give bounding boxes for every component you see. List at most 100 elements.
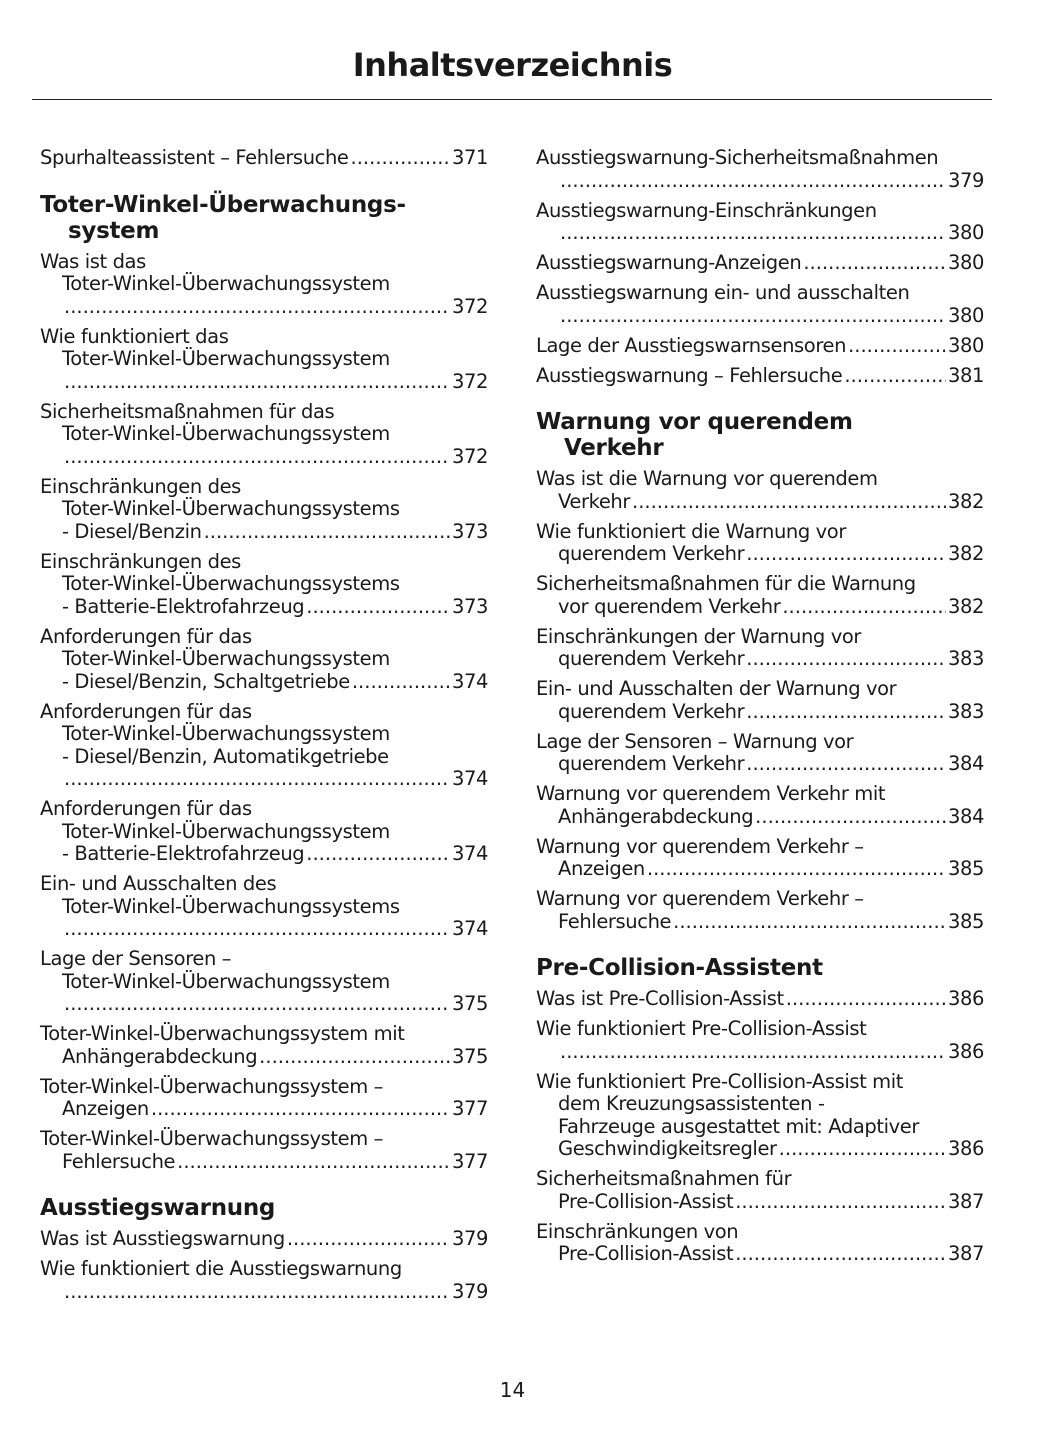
toc-entry[interactable]: Wie funktioniert die Ausstiegswarnung 379 <box>40 1257 488 1304</box>
toc-entry[interactable]: Warnung vor querendem Verkehr mit Anhänge… <box>536 782 984 828</box>
toc-entry[interactable]: Lage der Sensoren – Warnung vor querendem… <box>536 730 984 776</box>
toc-entry[interactable]: Einschränkungen des Toter-Winkel-Überwach… <box>40 550 488 619</box>
toc-entry[interactable]: Spurhalteassistent – Fehlersuche 371 <box>40 146 488 170</box>
dot-leader <box>746 701 946 724</box>
toc-entry[interactable]: Warnung vor querendem Verkehr – Fehlersuc… <box>536 887 984 934</box>
toc-entry[interactable]: Toter-Winkel-Überwachungssystem mit Anhän… <box>40 1022 488 1068</box>
toc-entry[interactable]: Ein- und Ausschalten der Warnung vor quer… <box>536 677 984 724</box>
toc-entry[interactable]: Lage der Ausstiegswarnsensoren 380 <box>536 333 984 358</box>
toc-page-number[interactable]: 380 <box>947 333 984 357</box>
toc-entry-line: Was ist Ausstiegswarnung 379 <box>40 1227 488 1251</box>
toc-page-number[interactable]: 371 <box>451 146 488 169</box>
toc-entry-line: Fehlersuche 385 <box>536 909 984 934</box>
toc-page-number[interactable]: 382 <box>947 542 984 565</box>
toc-page-number[interactable]: 382 <box>947 594 984 618</box>
dot-leader <box>352 671 450 694</box>
dot-leader <box>64 768 450 791</box>
toc-entry-line: 372 <box>40 369 488 394</box>
toc-entry[interactable]: Ausstiegswarnung-Sicherheitsmaßnahmen 379 <box>536 146 984 192</box>
toc-page-number[interactable]: 380 <box>947 251 984 274</box>
toc-entry[interactable]: Sicherheitsmaßnahmen für Pre-Collision-As… <box>536 1167 984 1214</box>
toc-entry[interactable]: Toter-Winkel-Überwachungssystem – Fehlers… <box>40 1127 488 1173</box>
toc-entry[interactable]: Einschränkungen der Warnung vor querendem… <box>536 624 984 671</box>
toc-page-number[interactable]: 381 <box>947 363 984 387</box>
toc-entry[interactable]: Ausstiegswarnung-Anzeigen 380 <box>536 251 984 275</box>
toc-page-number[interactable]: 379 <box>947 168 984 192</box>
toc-page-number[interactable]: 380 <box>947 221 984 244</box>
toc-entry-line: 379 <box>40 1279 488 1304</box>
dot-leader <box>746 543 946 566</box>
toc-page-number[interactable]: 377 <box>451 1149 488 1173</box>
toc-entry[interactable]: Wie funktioniert Pre-Collision-Assist mi… <box>536 1070 984 1161</box>
toc-page-number[interactable]: 380 <box>947 303 984 327</box>
toc-entry[interactable]: Lage der Sensoren – Toter-Winkel-Überwach… <box>40 947 488 1016</box>
toc-entry[interactable]: Ausstiegswarnung-Einschränkungen 380 <box>536 199 984 245</box>
toc-page-number[interactable]: 383 <box>947 699 984 723</box>
toc-entry[interactable]: Was ist das Toter-Winkel-Überwachungssyst… <box>40 250 488 319</box>
section-heading-line: system <box>68 217 160 244</box>
toc-entry[interactable]: Was ist Ausstiegswarnung 379 <box>40 1227 488 1251</box>
toc-entry-line: dem Kreuzungsassistenten - <box>558 1092 825 1115</box>
toc-entry-line: Spurhalteassistent – Fehlersuche 371 <box>40 146 488 170</box>
toc-page-number[interactable]: 386 <box>947 1039 984 1063</box>
toc-entry-line: Einschränkungen der Warnung vor <box>536 624 861 648</box>
toc-page-number[interactable]: 387 <box>947 1242 984 1265</box>
toc-page-number[interactable]: 373 <box>451 594 488 618</box>
toc-entry[interactable]: Wie funktioniert die Warnung vor querende… <box>536 520 984 566</box>
dot-leader <box>848 335 946 358</box>
toc-entry[interactable]: Anforderungen für das Toter-Winkel-Überwa… <box>40 797 488 866</box>
toc-page-number[interactable]: 379 <box>451 1227 488 1250</box>
toc-entry[interactable]: Einschränkungen des Toter-Winkel-Überwach… <box>40 475 488 544</box>
toc-page-number[interactable]: 383 <box>947 647 984 670</box>
toc-entry[interactable]: Anforderungen für das Toter-Winkel-Überwa… <box>40 700 488 791</box>
dot-leader <box>735 1191 946 1214</box>
toc-entry-text: Fehlersuche <box>558 909 672 933</box>
toc-entry[interactable]: Toter-Winkel-Überwachungssystem – Anzeige… <box>40 1075 488 1121</box>
toc-page-number[interactable]: 379 <box>451 1279 488 1303</box>
toc-page-number[interactable]: 384 <box>947 804 984 828</box>
dot-leader <box>560 305 946 328</box>
toc-entry-text: Pre-Collision-Assist <box>558 1189 734 1213</box>
toc-entry-line: Wie funktioniert die Ausstiegswarnung <box>40 1257 402 1280</box>
toc-page-number[interactable]: 373 <box>451 519 488 543</box>
toc-entry[interactable]: Wie funktioniert das Toter-Winkel-Überwac… <box>40 324 488 394</box>
toc-entry-line: Wie funktioniert das <box>40 324 229 348</box>
toc-page-number[interactable]: 372 <box>451 369 488 393</box>
toc-entry[interactable]: Sicherheitsmaßnahmen für die Warnung vor … <box>536 572 984 618</box>
dot-leader <box>306 843 450 866</box>
toc-page-number[interactable]: 386 <box>947 987 984 1010</box>
toc-entry[interactable]: Was ist Pre-Collision-Assist 386 <box>536 987 984 1011</box>
toc-page-number[interactable]: 385 <box>947 909 984 933</box>
dot-leader <box>64 918 450 941</box>
toc-page-number[interactable]: 375 <box>451 992 488 1015</box>
toc-page-number[interactable]: 374 <box>451 842 488 865</box>
toc-entry[interactable]: Ausstiegswarnung – Fehlersuche 381 <box>536 363 984 388</box>
toc-page-number[interactable]: 372 <box>451 444 488 468</box>
toc-page-number[interactable]: 385 <box>947 857 984 880</box>
toc-page-number[interactable]: 372 <box>451 294 488 318</box>
toc-page-number[interactable]: 374 <box>451 917 488 940</box>
toc-entry[interactable]: Ein- und Ausschalten des Toter-Winkel-Übe… <box>40 872 488 941</box>
toc-page-number[interactable]: 374 <box>451 669 488 693</box>
toc-entry-line: Was ist Pre-Collision-Assist 386 <box>536 987 984 1011</box>
toc-entry-line: Toter-Winkel-Überwachungssystem <box>62 969 390 993</box>
toc-entry[interactable]: Anforderungen für das Toter-Winkel-Überwa… <box>40 625 488 694</box>
toc-entry[interactable]: Wie funktioniert Pre-Collision-Assist 386 <box>536 1017 984 1063</box>
toc-entry[interactable]: Sicherheitsmaßnahmen für das Toter-Winkel… <box>40 400 488 469</box>
toc-page-number[interactable]: 382 <box>947 489 984 513</box>
toc-page-number[interactable]: 375 <box>451 1044 488 1068</box>
toc-page-number[interactable]: 386 <box>947 1137 984 1160</box>
toc-page-number[interactable]: 384 <box>947 752 984 775</box>
toc-entry-line: - Batterie-Elektrofahrzeug 374 <box>40 842 488 866</box>
dot-leader <box>560 222 946 245</box>
toc-entry[interactable]: Warnung vor querendem Verkehr –Anzeigen 3… <box>536 835 984 881</box>
toc-entry[interactable]: Was ist die Warnung vor querendem Verkehr… <box>536 467 984 513</box>
toc-entry-text: - Batterie-Elektrofahrzeug <box>62 842 305 865</box>
toc-entry[interactable]: Ausstiegswarnung ein- und ausschalten 380 <box>536 281 984 328</box>
toc-page-number[interactable]: 377 <box>451 1097 488 1120</box>
dot-leader <box>64 371 450 394</box>
toc-page-number[interactable]: 387 <box>947 1189 984 1213</box>
section-heading: Pre-Collision-Assistent <box>536 955 984 981</box>
toc-page-number[interactable]: 374 <box>451 767 488 790</box>
